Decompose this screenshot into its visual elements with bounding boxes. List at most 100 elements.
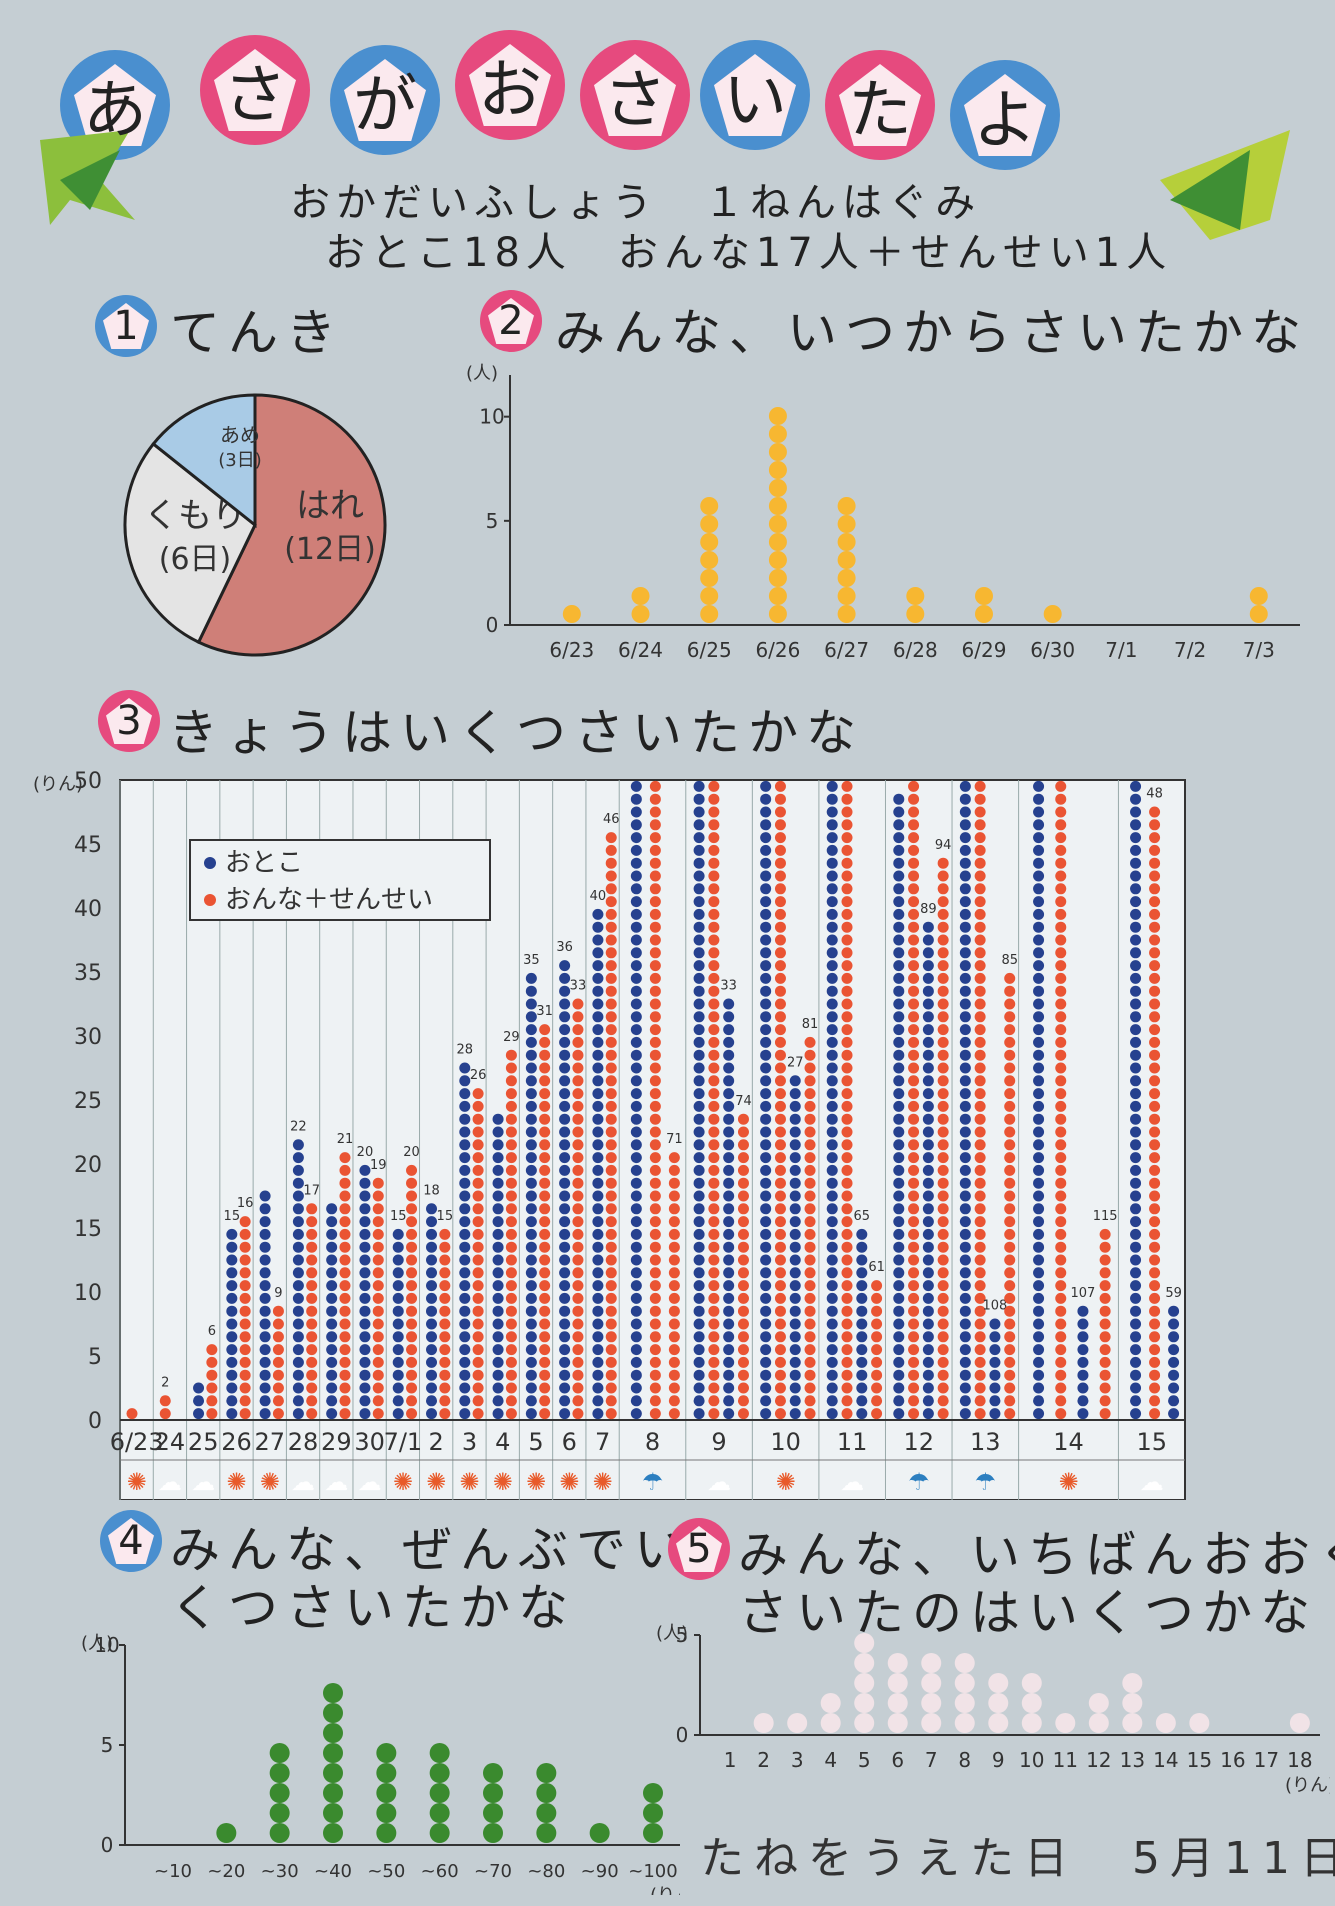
data-point — [693, 1113, 705, 1125]
data-point — [306, 1331, 318, 1343]
data-point — [700, 569, 719, 587]
data-point — [306, 1254, 318, 1266]
data-point — [1033, 1344, 1045, 1356]
data-point — [326, 1382, 338, 1394]
data-point — [668, 1356, 680, 1368]
data-point — [804, 1152, 816, 1164]
data-point — [359, 1369, 371, 1381]
data-point — [505, 1139, 517, 1151]
data-point — [937, 1382, 949, 1394]
data-point — [826, 1203, 838, 1215]
data-point — [723, 1241, 735, 1253]
data-point — [737, 1254, 749, 1266]
data-point — [472, 1382, 484, 1394]
data-point — [226, 1254, 238, 1266]
data-point — [974, 1011, 986, 1023]
data-point — [768, 443, 787, 461]
data-point — [768, 479, 787, 497]
data-point — [649, 960, 661, 972]
data-point — [959, 1395, 971, 1407]
x-tick-label: 3 — [462, 1428, 477, 1456]
data-point — [525, 985, 537, 997]
data-point — [1149, 1049, 1161, 1061]
data-point — [539, 1139, 551, 1151]
data-point — [789, 1292, 801, 1304]
data-point — [826, 1036, 838, 1048]
data-point — [272, 1344, 284, 1356]
data-point — [1055, 819, 1067, 831]
data-point — [472, 1369, 484, 1381]
data-point — [974, 1356, 986, 1368]
data-point — [1033, 1062, 1045, 1074]
data-point — [439, 1344, 451, 1356]
data-point — [630, 1356, 642, 1368]
data-point — [1004, 1305, 1016, 1317]
data-point — [649, 1254, 661, 1266]
data-point — [559, 1062, 571, 1074]
data-point — [774, 1024, 786, 1036]
x-tick-label: 6/26 — [755, 638, 800, 662]
data-point — [392, 1318, 404, 1330]
data-point — [259, 1395, 271, 1407]
data-point — [774, 998, 786, 1010]
data-point — [826, 1331, 838, 1343]
data-point — [974, 883, 986, 895]
data-point — [693, 870, 705, 882]
data-point — [1149, 1075, 1161, 1087]
data-point — [708, 1267, 720, 1279]
data-point — [1149, 832, 1161, 844]
data-point — [339, 1395, 351, 1407]
data-point — [760, 998, 772, 1010]
data-point — [708, 960, 720, 972]
data-point — [539, 1267, 551, 1279]
x-tick-label: 9 — [992, 1748, 1005, 1772]
data-point — [1149, 985, 1161, 997]
data-point — [908, 1369, 920, 1381]
data-point — [974, 1267, 986, 1279]
data-point — [841, 1241, 853, 1253]
data-point — [959, 1049, 971, 1061]
data-point — [789, 1356, 801, 1368]
data-point — [492, 1356, 504, 1368]
data-point — [959, 1254, 971, 1266]
data-point — [292, 1203, 304, 1215]
data-point — [974, 1254, 986, 1266]
data-point — [559, 1228, 571, 1240]
data-point — [804, 1190, 816, 1202]
y-tick-label: 35 — [74, 961, 102, 986]
data-point — [693, 1344, 705, 1356]
data-point — [239, 1216, 251, 1228]
data-point — [592, 1369, 604, 1381]
data-point — [774, 1331, 786, 1343]
data-point — [630, 896, 642, 908]
data-point — [989, 1356, 1001, 1368]
data-point — [774, 806, 786, 818]
data-point — [643, 1823, 663, 1843]
x-tick-label: 7/3 — [1243, 638, 1275, 662]
data-point — [922, 1318, 934, 1330]
data-point — [789, 1241, 801, 1253]
data-point — [774, 857, 786, 869]
data-point — [1055, 1331, 1067, 1343]
weather-icon: ✺ — [260, 1468, 280, 1496]
data-point — [826, 972, 838, 984]
data-point — [1033, 1292, 1045, 1304]
data-point — [1099, 1331, 1111, 1343]
data-point — [760, 1203, 772, 1215]
data-point — [760, 1126, 772, 1138]
data-point — [539, 1382, 551, 1394]
data-point — [459, 1164, 471, 1176]
data-point — [826, 1190, 838, 1202]
data-point — [922, 1241, 934, 1253]
data-point — [536, 1823, 557, 1843]
data-point — [406, 1344, 418, 1356]
data-point — [339, 1152, 351, 1164]
weather-icon: ☁ — [358, 1468, 382, 1496]
data-point — [922, 1254, 934, 1266]
data-point — [871, 1280, 883, 1292]
data-point — [804, 1292, 816, 1304]
data-point — [922, 1228, 934, 1240]
data-point — [1149, 1241, 1161, 1253]
data-point — [959, 947, 971, 959]
data-point — [559, 972, 571, 984]
